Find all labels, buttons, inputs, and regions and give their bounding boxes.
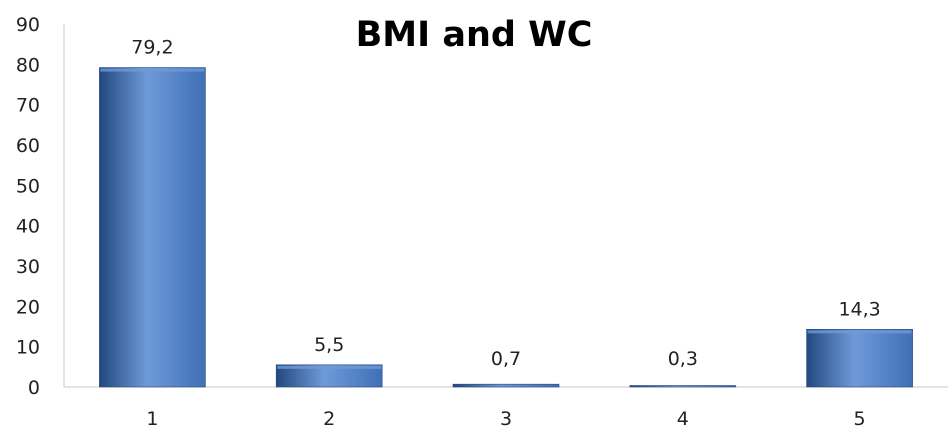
y-axis-tick-labels: 0 10 20 30 40 50 60 70 80 90 xyxy=(16,14,40,399)
data-label: 79,2 xyxy=(131,37,173,59)
y-tick-label: 20 xyxy=(16,296,40,318)
data-label: 0,3 xyxy=(668,348,698,370)
data-labels: 79,2 5,5 0,7 0,3 14,3 xyxy=(131,37,881,370)
y-tick-label: 70 xyxy=(16,95,40,117)
x-tick-label: 5 xyxy=(854,408,866,430)
x-tick-label: 1 xyxy=(146,408,158,430)
bar-top-highlight xyxy=(100,68,205,72)
bar xyxy=(275,364,383,388)
x-tick-label: 2 xyxy=(323,408,335,430)
x-axis-tick-labels: 1 2 3 4 5 xyxy=(146,408,865,430)
bar xyxy=(806,329,913,388)
bar-top-highlight xyxy=(277,365,382,369)
data-label: 0,7 xyxy=(491,348,521,370)
y-tick-label: 40 xyxy=(16,216,40,238)
data-label: 5,5 xyxy=(314,334,344,356)
y-tick-label: 30 xyxy=(16,256,40,278)
bar-top-highlight xyxy=(807,330,912,334)
data-label: 14,3 xyxy=(838,298,880,320)
y-tick-label: 0 xyxy=(28,377,40,399)
y-tick-label: 10 xyxy=(16,337,40,359)
x-tick-label: 4 xyxy=(677,408,689,430)
chart-title: BMI and WC xyxy=(356,15,593,55)
bar-series xyxy=(99,67,913,388)
bar xyxy=(629,385,737,388)
y-tick-label: 50 xyxy=(16,175,40,197)
bar xyxy=(99,67,206,388)
y-tick-label: 80 xyxy=(16,54,40,76)
y-tick-label: 90 xyxy=(16,14,40,36)
y-tick-label: 60 xyxy=(16,135,40,157)
bar xyxy=(452,383,560,388)
x-tick-label: 3 xyxy=(500,408,512,430)
